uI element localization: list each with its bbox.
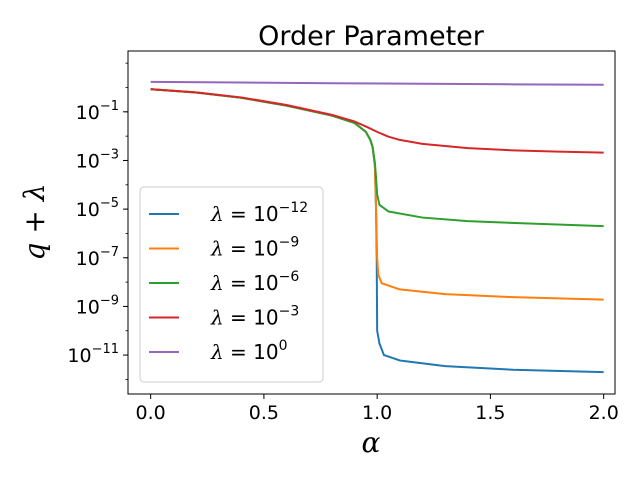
y-tick-label-0: 10−1 (76, 99, 119, 124)
x-tick-label-4: 2.0 (589, 402, 619, 424)
y-tick-label-2: 10−5 (76, 196, 119, 221)
legend: λ = 10−12 λ = 10−9 λ = 10−6 λ = 10−3 λ = 100 (139, 186, 324, 383)
x-axis: 0.0 0.5 1.0 1.5 2.0 (136, 394, 619, 424)
x-tick-label-1: 0.5 (249, 402, 279, 424)
y-axis-label: q + λ (18, 184, 51, 261)
x-tick-label-2: 1.0 (362, 402, 392, 424)
series-line-4 (150, 80, 604, 86)
y-tick-label-3: 10−7 (76, 245, 119, 270)
legend-label-0: λ = 10−12 (210, 200, 308, 226)
x-tick-label-3: 1.5 (475, 402, 505, 424)
series-line-3 (150, 88, 604, 154)
chart-title: Order Parameter (258, 21, 485, 52)
legend-box (139, 186, 324, 383)
y-tick-label-4: 10−9 (76, 293, 119, 318)
x-tick-label-0: 0.0 (136, 402, 166, 424)
legend-label-3: λ = 10−3 (210, 304, 299, 330)
x-axis-label: α (362, 426, 381, 459)
y-axis: 10−1 10−3 10−5 10−7 10−9 10−11 (67, 62, 128, 380)
legend-label-2: λ = 10−6 (210, 269, 299, 295)
plot-frame (127, 50, 616, 395)
y-tick-label-1: 10−3 (76, 147, 119, 172)
legend-label-4: λ = 100 (210, 338, 288, 364)
legend-label-1: λ = 10−9 (210, 235, 299, 261)
y-tick-label-5: 10−11 (67, 342, 119, 367)
series-layer (150, 80, 604, 374)
